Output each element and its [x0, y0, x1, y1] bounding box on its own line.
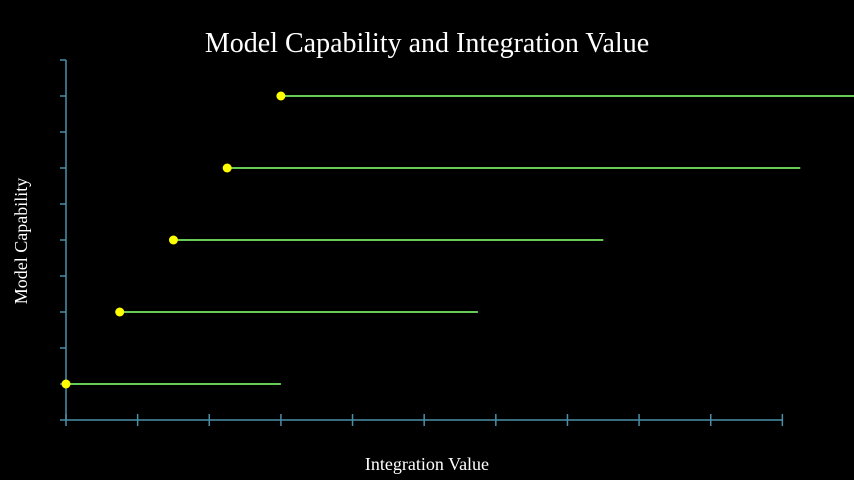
data-point [115, 307, 125, 317]
data-point [276, 91, 286, 101]
chart-marks [61, 91, 854, 389]
data-point [168, 235, 178, 245]
chart-title: Model Capability and Integration Value [205, 28, 649, 59]
y-axis-label: Model Capability [11, 178, 31, 304]
data-point [222, 163, 232, 173]
data-point [61, 379, 71, 389]
x-axis-label: Integration Value [365, 454, 489, 474]
axes [60, 59, 784, 426]
